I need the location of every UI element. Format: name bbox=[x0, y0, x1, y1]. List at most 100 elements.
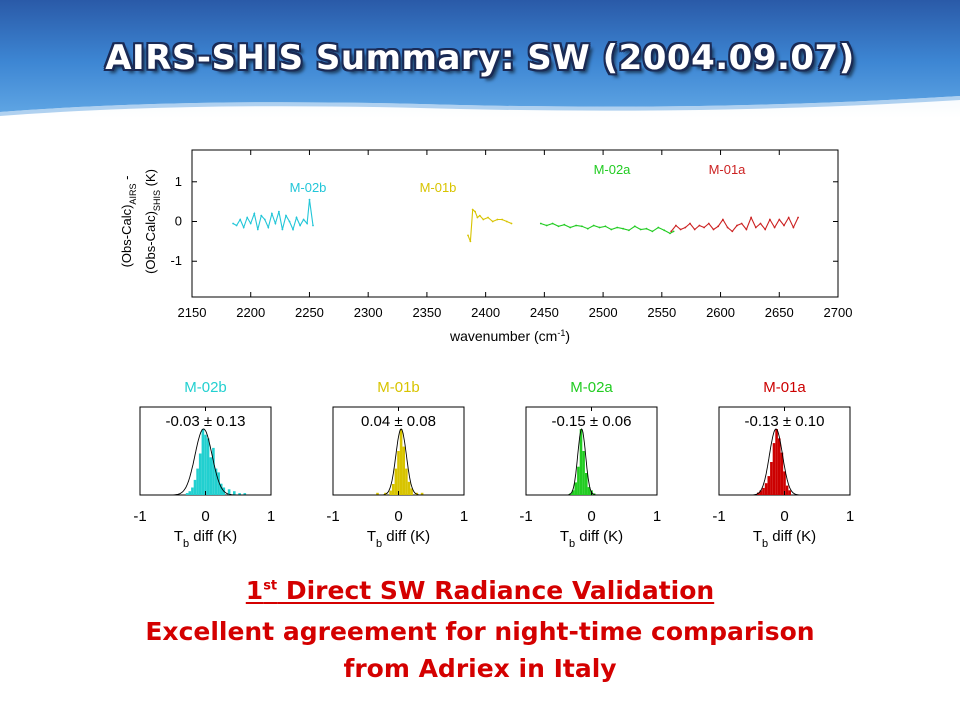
data-point bbox=[496, 218, 499, 221]
data-point bbox=[469, 240, 472, 243]
x-tick-label: 2450 bbox=[530, 305, 559, 320]
histogram-bar bbox=[193, 479, 197, 495]
histogram-bar bbox=[585, 473, 588, 495]
fit-annotation: -0.15 ± 0.06 bbox=[552, 413, 632, 430]
histogram-bar bbox=[582, 451, 585, 495]
data-point bbox=[783, 224, 785, 227]
data-point bbox=[232, 222, 235, 225]
histogram-bar bbox=[764, 483, 768, 495]
header-background bbox=[0, 0, 960, 118]
data-point bbox=[698, 224, 701, 227]
x-axis-label: Tb diff (K) bbox=[367, 528, 430, 550]
histogram-bar bbox=[577, 466, 580, 495]
data-point bbox=[672, 230, 675, 233]
x-tick-label: -1 bbox=[326, 508, 339, 525]
series-label-m-02a: M-02a bbox=[594, 162, 632, 177]
data-point bbox=[669, 232, 671, 235]
histogram-bar bbox=[233, 491, 236, 495]
histogram-title: M-02a bbox=[570, 379, 613, 396]
data-point bbox=[759, 222, 762, 225]
data-point bbox=[797, 216, 799, 219]
histogram-m-01b: M-01b -1 0 1 0.04 ± 0.08 Tb diff (K) bbox=[326, 379, 468, 550]
series-label-m-02b: M-02b bbox=[290, 180, 327, 195]
histogram-bar bbox=[770, 462, 773, 495]
data-point bbox=[476, 216, 479, 219]
data-point bbox=[639, 228, 642, 231]
data-point bbox=[717, 225, 720, 228]
data-point bbox=[592, 224, 595, 227]
data-point bbox=[288, 220, 291, 223]
data-point bbox=[586, 227, 589, 230]
histogram-bar bbox=[762, 487, 765, 495]
data-point bbox=[745, 228, 748, 231]
data-point bbox=[740, 222, 743, 225]
data-point bbox=[754, 226, 757, 229]
histogram-title: M-01b bbox=[377, 379, 420, 396]
x-tick-label: 1 bbox=[846, 508, 854, 525]
histogram-bar bbox=[410, 488, 413, 495]
fit-annotation: 0.04 ± 0.08 bbox=[361, 413, 436, 430]
data-point bbox=[657, 226, 660, 229]
histogram-bar bbox=[243, 493, 247, 495]
caption-heading-text: 1st Direct SW Radiance Validation bbox=[246, 576, 714, 605]
data-point bbox=[260, 214, 263, 217]
data-point bbox=[712, 228, 715, 231]
data-point bbox=[675, 224, 677, 227]
data-point bbox=[246, 216, 249, 219]
histogram-bar bbox=[212, 447, 215, 495]
histogram-bar bbox=[788, 490, 791, 495]
x-axis-label: Tb diff (K) bbox=[753, 528, 816, 550]
gaussian-fit-curve bbox=[526, 428, 657, 496]
histogram-bar bbox=[767, 476, 771, 495]
histogram-m-02b: M-02b -1 0 1 -0.03 ± 0.13 Tb diff (K) bbox=[133, 379, 275, 550]
data-point bbox=[569, 226, 572, 229]
data-point bbox=[501, 218, 503, 221]
data-point bbox=[299, 224, 301, 227]
caption-line-2: Excellent agreement for night-time compa… bbox=[145, 617, 815, 646]
histogram-bar bbox=[778, 438, 781, 495]
x-tick-label: 2300 bbox=[354, 305, 383, 320]
data-point bbox=[278, 210, 280, 213]
histogram-bar bbox=[217, 472, 220, 495]
histogram-bar bbox=[397, 451, 400, 495]
data-point bbox=[478, 214, 481, 217]
data-point bbox=[510, 222, 513, 225]
data-point bbox=[670, 230, 673, 233]
x-tick-label: 0 bbox=[201, 508, 209, 525]
data-point bbox=[242, 226, 245, 229]
histogram-bar bbox=[376, 492, 379, 495]
histogram-bar bbox=[407, 481, 411, 495]
gaussian-fit-curve bbox=[140, 428, 271, 496]
data-point bbox=[271, 212, 273, 215]
caption-heading-rest: Direct SW Radiance Validation bbox=[277, 576, 715, 605]
x-tick-label: 2500 bbox=[589, 305, 618, 320]
histogram-bar bbox=[420, 492, 424, 495]
gaussian-fit-curve bbox=[333, 428, 464, 496]
x-tick-label: -1 bbox=[712, 508, 725, 525]
data-point bbox=[633, 225, 636, 228]
caption-line-3: from Adriex in Italy bbox=[343, 654, 617, 683]
histogram-bar bbox=[206, 438, 210, 495]
histogram-bar bbox=[219, 483, 223, 495]
fit-annotation: -0.13 ± 0.10 bbox=[745, 413, 825, 430]
data-point bbox=[263, 218, 266, 221]
data-point bbox=[651, 230, 654, 233]
data-point bbox=[778, 218, 781, 221]
histogram-bar bbox=[783, 471, 786, 495]
histogram-title: M-01a bbox=[763, 379, 806, 396]
data-point bbox=[308, 198, 311, 201]
data-point bbox=[628, 229, 630, 232]
data-point bbox=[256, 228, 259, 231]
data-point bbox=[581, 225, 583, 228]
x-tick-label: 0 bbox=[394, 508, 402, 525]
histogram-title: M-02b bbox=[184, 379, 227, 396]
data-point bbox=[769, 218, 771, 221]
data-point bbox=[598, 226, 601, 229]
data-point bbox=[575, 224, 577, 227]
histogram-bar bbox=[191, 487, 194, 495]
caption-ordinal-suffix: st bbox=[263, 578, 278, 594]
x-tick-label: 2650 bbox=[765, 305, 794, 320]
data-point bbox=[545, 224, 548, 227]
x-axis-label: Tb diff (K) bbox=[560, 528, 623, 550]
series-line-m-01b bbox=[467, 208, 512, 242]
